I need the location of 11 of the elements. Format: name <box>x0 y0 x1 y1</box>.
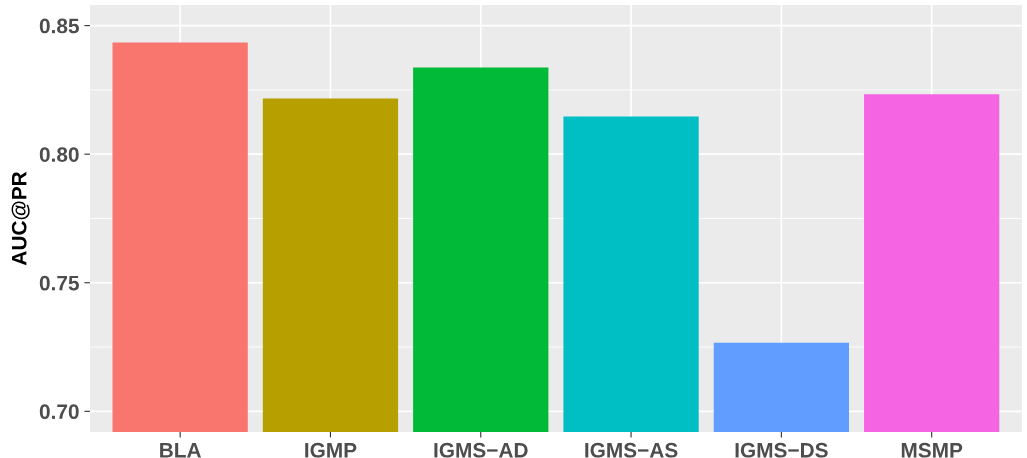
y-tick-label: 0.80 <box>39 147 79 162</box>
x-tick-label: MSMP <box>901 442 963 458</box>
y-tick-label: 0.75 <box>39 275 79 291</box>
x-tick-label: IGMS−AD <box>434 442 528 458</box>
y-tick-label: 0.85 <box>39 18 79 34</box>
x-tick-label: BLA <box>160 443 202 458</box>
y-tick-label: 0.70 <box>39 404 79 420</box>
x-tick-label: IGMP <box>305 442 357 458</box>
y-axis-title: AUC@PR <box>11 171 30 266</box>
x-tick-label: IGMS−AS <box>585 442 678 458</box>
x-tick-label: IGMS−DS <box>735 442 828 458</box>
